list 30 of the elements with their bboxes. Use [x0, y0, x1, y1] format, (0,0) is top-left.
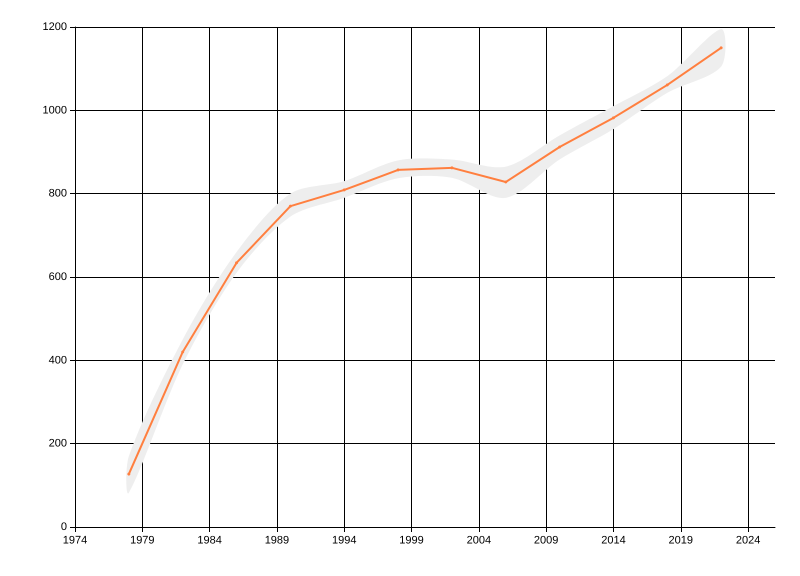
- point: [450, 166, 454, 170]
- y-tick-label: 800: [48, 188, 67, 200]
- y-tick-label: 600: [48, 271, 67, 283]
- x-tick-label: 1989: [264, 534, 290, 546]
- point: [666, 83, 669, 86]
- point: [504, 180, 508, 184]
- x-tick-label: 1994: [332, 534, 356, 546]
- point: [342, 188, 346, 192]
- y-tick-label: 1000: [42, 104, 67, 116]
- x-tick-label: 1984: [197, 534, 222, 546]
- point: [288, 204, 292, 208]
- point: [235, 261, 238, 264]
- x-tick-label: 2004: [466, 534, 492, 546]
- y-tick-label: 0: [60, 521, 67, 533]
- y-tick-label: 200: [48, 438, 67, 450]
- point: [558, 146, 562, 148]
- y-tick-label: 400: [48, 354, 67, 366]
- y-tick-label: 1200: [42, 21, 67, 33]
- point: [720, 46, 723, 50]
- point: [396, 168, 400, 172]
- x-tick-label: 2024: [736, 534, 760, 546]
- x-tick-label: 1979: [130, 534, 155, 546]
- x-tick-label: 2009: [534, 534, 558, 546]
- x-tick-label: 1974: [62, 534, 88, 546]
- x-tick-label: 2019: [668, 534, 694, 546]
- point: [127, 472, 130, 476]
- point: [612, 116, 615, 120]
- x-tick-label: 2014: [601, 534, 626, 546]
- x-tick-label: 1999: [399, 534, 424, 546]
- point: [181, 350, 184, 354]
